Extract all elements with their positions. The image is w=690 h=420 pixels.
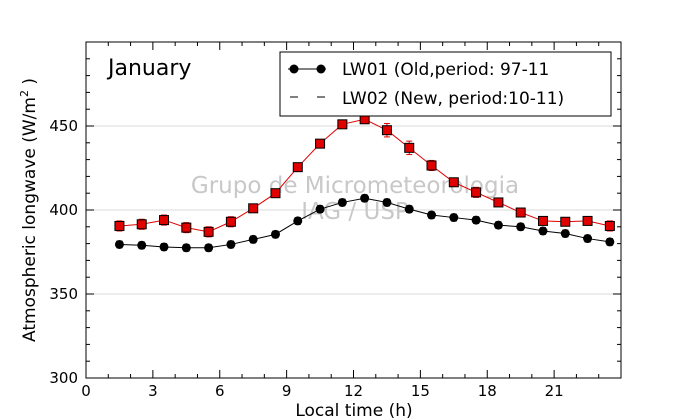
data-point: [204, 243, 214, 253]
series-lw02: [114, 114, 615, 238]
data-point: [382, 197, 392, 207]
data-point: [449, 213, 459, 223]
data-point: [560, 216, 571, 227]
data-point: [448, 177, 459, 188]
x-tick-label: 9: [282, 382, 292, 400]
legend-marker-lw01-left: [289, 64, 299, 74]
legend-box: [279, 51, 612, 117]
data-point: [471, 215, 481, 225]
data-point: [583, 234, 593, 244]
data-point: [381, 125, 392, 136]
data-point: [360, 193, 370, 203]
data-point: [560, 229, 570, 239]
data-point: [426, 160, 437, 171]
data-point: [404, 142, 415, 153]
data-point: [493, 220, 503, 230]
data-point: [181, 222, 192, 233]
tick-labels: 0 3 6 9 12 15 18 21 300 350 400 450: [49, 117, 563, 400]
data-point: [181, 243, 191, 253]
data-point: [203, 226, 214, 237]
watermark: Grupo de Micrometeorologia IAG / USP: [191, 173, 519, 225]
data-point: [582, 215, 593, 226]
data-point: [226, 239, 236, 249]
x-tick-label: 21: [545, 382, 564, 400]
data-point: [337, 119, 348, 130]
data-point: [225, 216, 236, 227]
legend-label-lw02: LW02 (New, period:10-11): [342, 89, 564, 109]
data-point: [493, 197, 504, 208]
axes: [85, 41, 622, 379]
x-tick-label: 18: [478, 382, 497, 400]
y-axis-label-end: ): [20, 78, 40, 90]
data-point: [605, 237, 615, 247]
grid-lines: [86, 125, 621, 295]
y-tick-label: 350: [49, 285, 78, 303]
y-tick-label: 300: [49, 369, 78, 387]
data-point: [315, 204, 325, 214]
data-point: [516, 222, 526, 232]
data-point: [159, 215, 170, 226]
legend-label-lw01: LW01 (Old,period: 97-11: [342, 60, 549, 80]
month-annotation: January: [106, 56, 191, 81]
data-point: [427, 210, 437, 220]
data-point: [137, 240, 147, 250]
x-tick-label: 15: [411, 382, 430, 400]
data-point: [538, 226, 548, 236]
legend: LW01 (Old,period: 97-11 LW02 (New, perio…: [279, 51, 612, 117]
data-point: [315, 138, 326, 149]
data-point: [293, 216, 303, 226]
x-tick-label: 0: [81, 382, 91, 400]
data-point: [515, 207, 526, 218]
data-point: [114, 220, 125, 231]
x-tick-label: 6: [215, 382, 225, 400]
x-tick-label: 3: [148, 382, 158, 400]
data-point: [114, 239, 124, 249]
x-axis-label: Local time (h): [295, 401, 412, 420]
data-point: [404, 204, 414, 214]
y-tick-label: 450: [49, 117, 78, 135]
data-point: [270, 188, 281, 199]
legend-marker-lw01-right: [316, 64, 326, 74]
series-lw01: [114, 193, 615, 253]
y-axis-label-main: Atmospheric longwave (W/m: [20, 97, 40, 342]
data-point: [248, 203, 259, 214]
y-axis-label-superscript: 2: [18, 90, 31, 97]
data-point: [248, 234, 258, 244]
x-tick-label: 12: [344, 382, 363, 400]
data-point: [337, 197, 347, 207]
data-point: [292, 162, 303, 173]
y-tick-label: 400: [49, 201, 78, 219]
data-point: [159, 242, 169, 252]
data-point: [471, 187, 482, 198]
data-series: [114, 114, 615, 253]
data-point: [136, 219, 147, 230]
data-point: [604, 220, 615, 231]
data-point: [537, 215, 548, 226]
data-point: [270, 229, 280, 239]
y-axis-label: Atmospheric longwave (W/m2 ): [18, 78, 40, 342]
watermark-line-1: Grupo de Micrometeorologia: [191, 173, 519, 199]
